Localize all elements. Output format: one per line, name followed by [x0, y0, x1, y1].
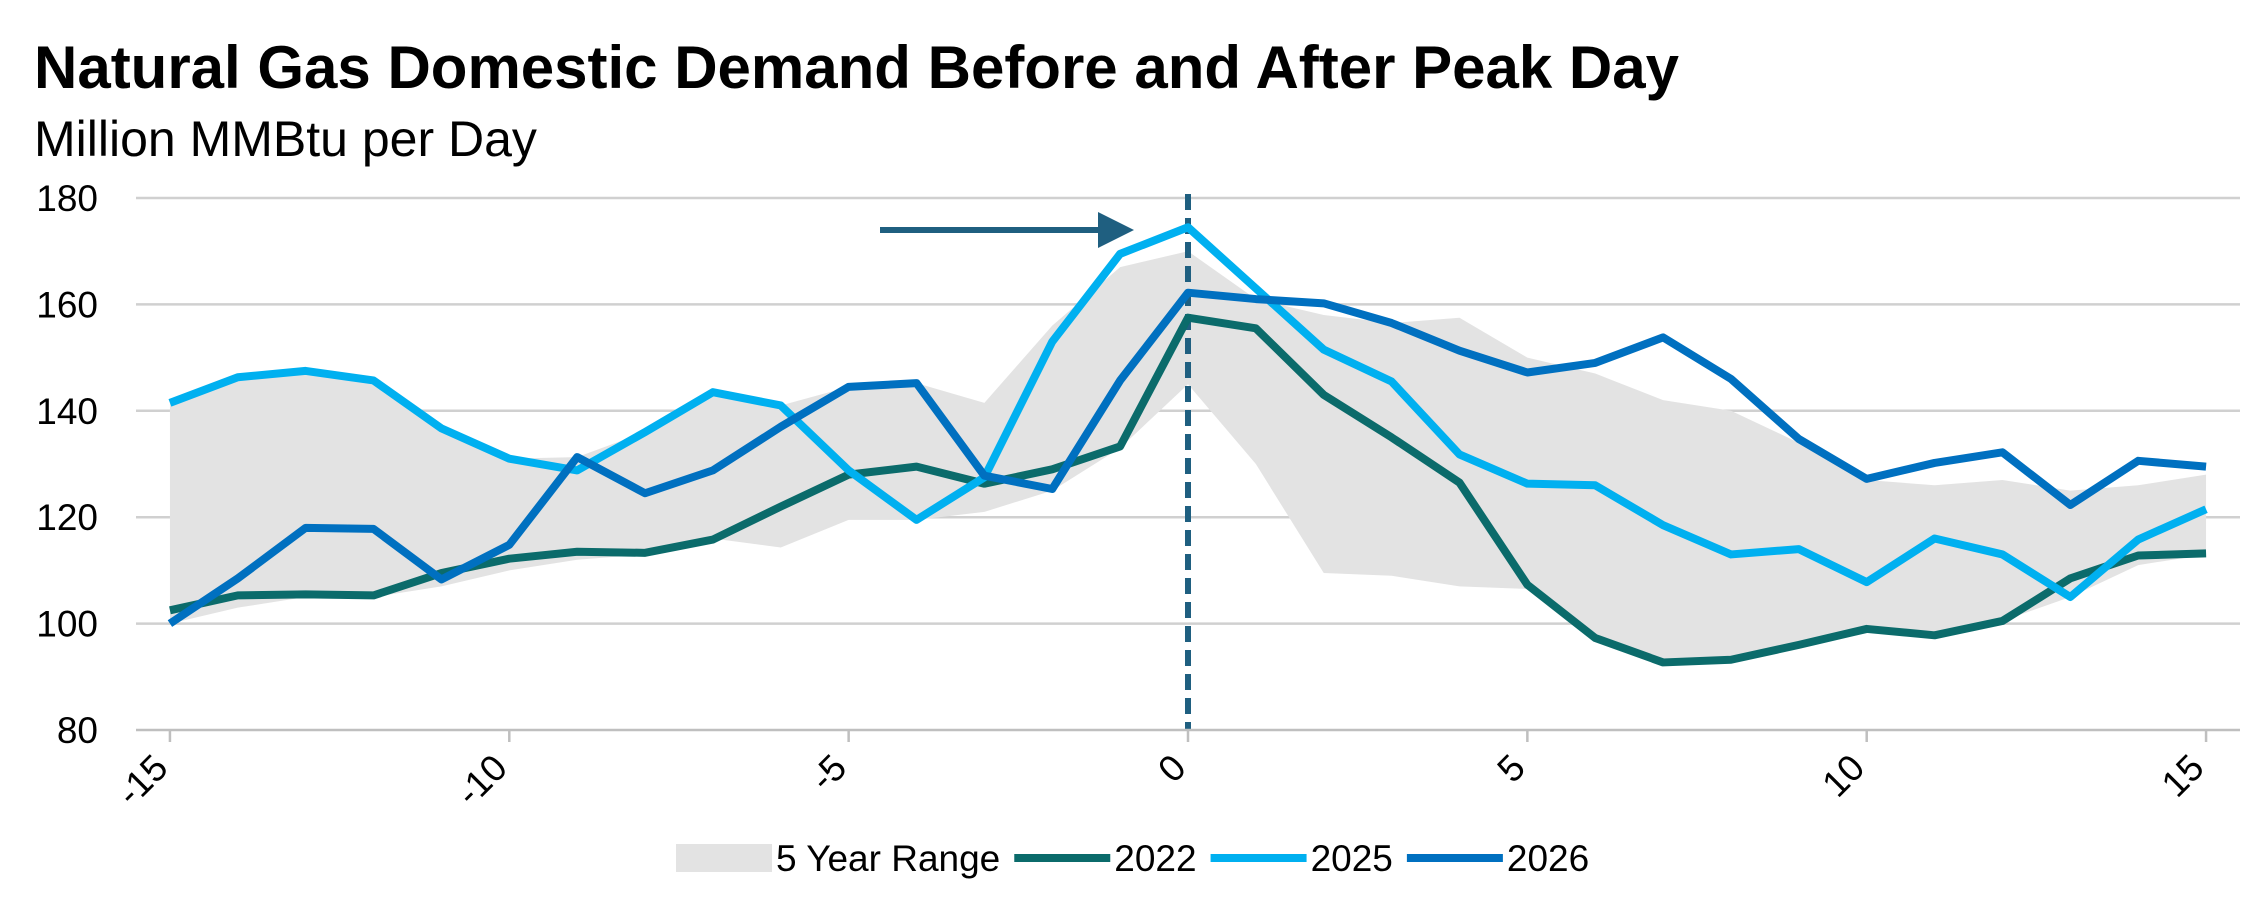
y-tick-label: 160 — [36, 284, 98, 325]
x-tick-label: -15 — [109, 747, 176, 814]
x-tick-label: 10 — [1814, 747, 1872, 805]
legend-label: 2026 — [1507, 838, 1589, 879]
legend: 5 Year Range 2022 2025 2026 — [676, 838, 1589, 879]
legend-label: 5 Year Range — [776, 838, 1000, 879]
legend-swatch — [676, 844, 772, 872]
y-tick-label: 180 — [36, 178, 98, 219]
y-tick-label: 120 — [36, 497, 98, 538]
x-tick-label: -5 — [802, 747, 854, 799]
chart-subtitle: Million MMBtu per Day — [34, 111, 537, 167]
x-tick-label: 15 — [2154, 747, 2212, 805]
legend-label: 2022 — [1114, 838, 1196, 879]
plot-area — [167, 194, 2208, 730]
y-tick-label: 100 — [36, 604, 98, 645]
y-tick-label: 80 — [57, 710, 98, 751]
series-line — [167, 288, 2207, 627]
x-tick-label: 5 — [1489, 747, 1533, 791]
range-area — [169, 251, 2207, 664]
x-tick-label: 0 — [1150, 747, 1194, 791]
y-tick-label: 140 — [36, 391, 98, 432]
series-line — [168, 223, 2208, 601]
x-tick-label: -10 — [448, 747, 515, 814]
series-line — [169, 313, 2207, 667]
chart-title: Natural Gas Domestic Demand Before and A… — [34, 34, 1680, 101]
legend-label: 2025 — [1311, 838, 1393, 879]
